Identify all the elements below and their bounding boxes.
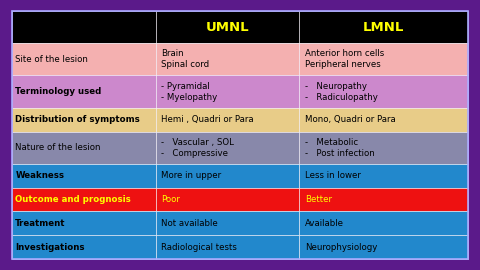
Bar bbox=[300, 131, 468, 164]
Bar bbox=[300, 76, 468, 108]
Text: Better: Better bbox=[305, 195, 332, 204]
Bar bbox=[300, 43, 468, 76]
Bar bbox=[12, 43, 156, 76]
Bar bbox=[300, 108, 468, 131]
Bar bbox=[12, 211, 156, 235]
Bar bbox=[300, 11, 468, 43]
Bar bbox=[300, 235, 468, 259]
Text: Terminology used: Terminology used bbox=[15, 87, 102, 96]
Bar bbox=[156, 108, 300, 131]
Text: Available: Available bbox=[305, 219, 344, 228]
Text: LMNL: LMNL bbox=[363, 21, 404, 33]
Bar bbox=[156, 188, 300, 211]
Text: UMNL: UMNL bbox=[205, 21, 249, 33]
Text: Neurophysiology: Neurophysiology bbox=[305, 243, 377, 252]
Bar bbox=[12, 76, 156, 108]
Bar bbox=[156, 11, 300, 43]
Bar bbox=[300, 211, 468, 235]
Text: Treatment: Treatment bbox=[15, 219, 66, 228]
Text: Poor: Poor bbox=[161, 195, 180, 204]
Text: Nature of the lesion: Nature of the lesion bbox=[15, 143, 101, 152]
Bar bbox=[12, 108, 156, 131]
Text: Brain
Spinal cord: Brain Spinal cord bbox=[161, 49, 210, 69]
Bar bbox=[156, 76, 300, 108]
Text: Anterior horn cells
Peripheral nerves: Anterior horn cells Peripheral nerves bbox=[305, 49, 384, 69]
Text: Site of the lesion: Site of the lesion bbox=[15, 55, 88, 64]
Text: Hemi , Quadri or Para: Hemi , Quadri or Para bbox=[161, 115, 254, 124]
Text: -   Vascular , SOL
-   Compressive: - Vascular , SOL - Compressive bbox=[161, 138, 234, 158]
Text: Not available: Not available bbox=[161, 219, 218, 228]
Bar bbox=[12, 11, 156, 43]
Text: Mono, Quadri or Para: Mono, Quadri or Para bbox=[305, 115, 396, 124]
Text: More in upper: More in upper bbox=[161, 171, 222, 180]
Text: - Pyramidal
- Myelopathy: - Pyramidal - Myelopathy bbox=[161, 82, 217, 102]
Bar bbox=[156, 43, 300, 76]
Bar bbox=[156, 211, 300, 235]
Text: Distribution of symptoms: Distribution of symptoms bbox=[15, 115, 140, 124]
Bar bbox=[12, 235, 156, 259]
Bar bbox=[156, 235, 300, 259]
Text: Weakness: Weakness bbox=[15, 171, 64, 180]
Bar bbox=[300, 188, 468, 211]
Bar bbox=[12, 164, 156, 188]
Bar bbox=[156, 164, 300, 188]
Text: Outcome and prognosis: Outcome and prognosis bbox=[15, 195, 131, 204]
Text: Radiological tests: Radiological tests bbox=[161, 243, 237, 252]
Bar bbox=[156, 131, 300, 164]
Bar bbox=[12, 131, 156, 164]
Text: Investigations: Investigations bbox=[15, 243, 85, 252]
Text: -   Metabolic
-   Post infection: - Metabolic - Post infection bbox=[305, 138, 375, 158]
Bar bbox=[300, 164, 468, 188]
Text: -   Neuropathy
-   Radiculopathy: - Neuropathy - Radiculopathy bbox=[305, 82, 378, 102]
Bar bbox=[12, 188, 156, 211]
Text: Less in lower: Less in lower bbox=[305, 171, 361, 180]
